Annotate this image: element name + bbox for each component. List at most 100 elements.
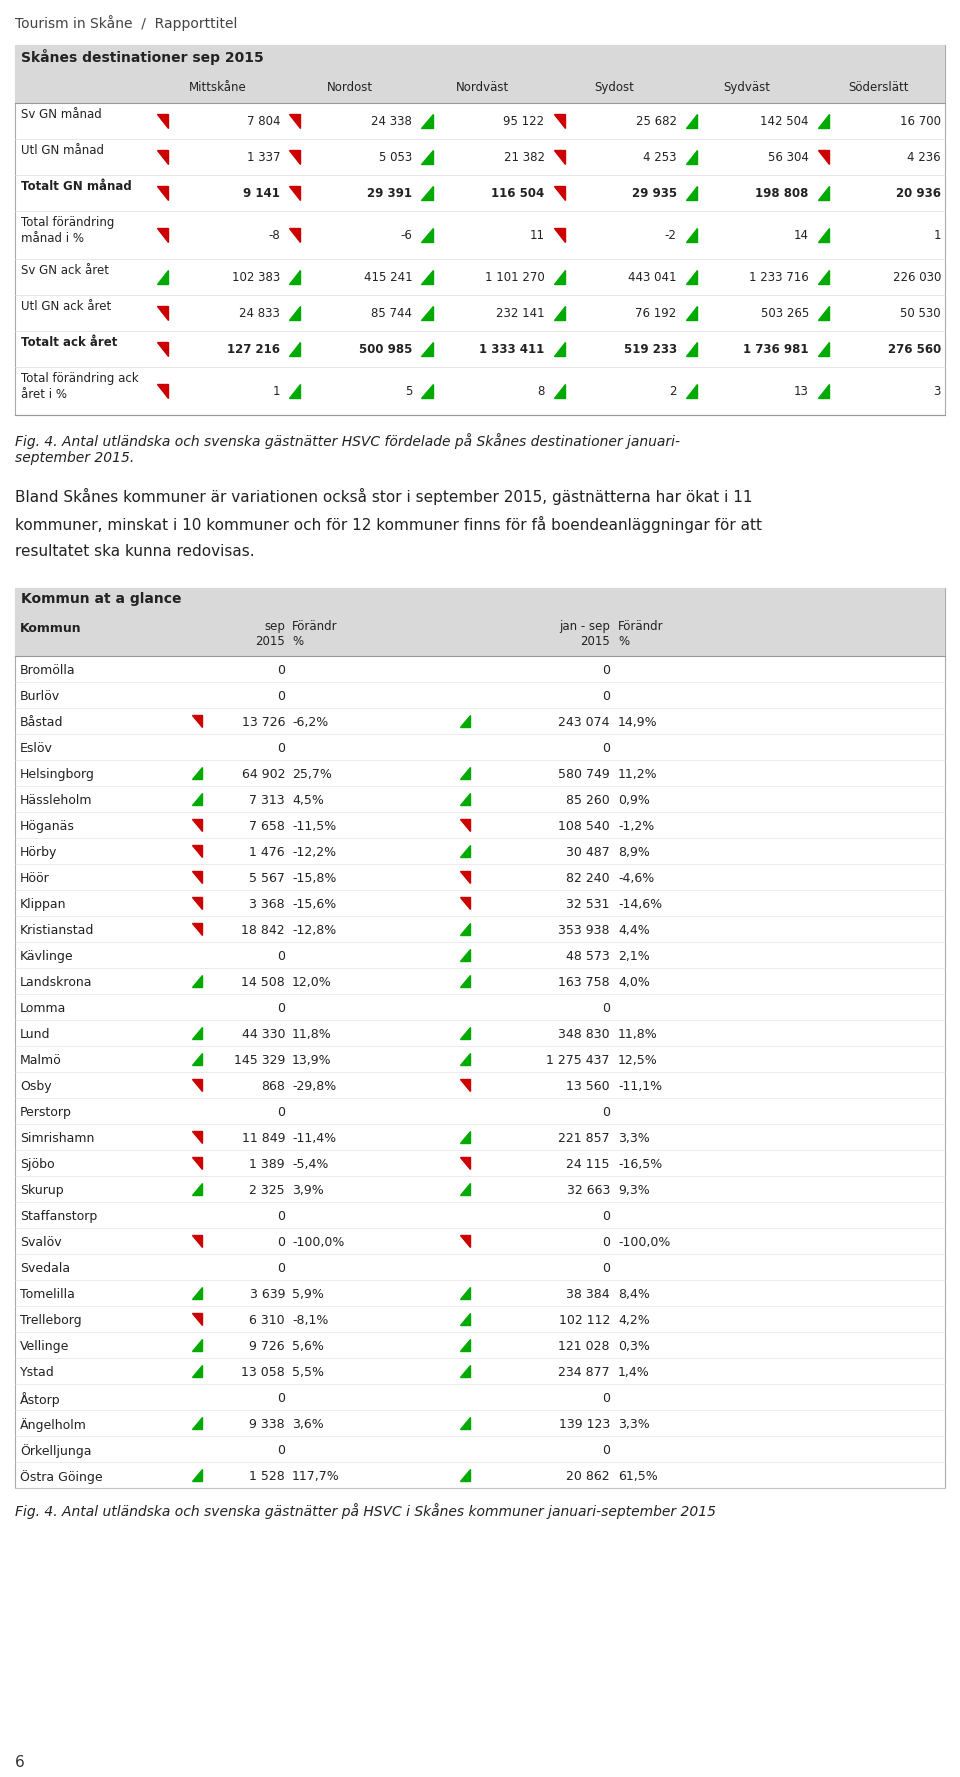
Text: 3: 3 <box>934 386 941 398</box>
Polygon shape <box>192 1338 202 1351</box>
Polygon shape <box>818 270 829 284</box>
Polygon shape <box>192 793 202 805</box>
Text: 82 240: 82 240 <box>566 873 610 885</box>
Polygon shape <box>289 187 300 201</box>
Text: 13 726: 13 726 <box>242 716 285 729</box>
Text: 11 849: 11 849 <box>242 1132 285 1144</box>
Text: 0: 0 <box>277 665 285 677</box>
Polygon shape <box>192 871 202 883</box>
Text: 142 504: 142 504 <box>760 116 809 128</box>
Text: 0: 0 <box>602 1105 610 1120</box>
Polygon shape <box>460 1130 469 1143</box>
Text: 18 842: 18 842 <box>241 924 285 936</box>
Text: Höör: Höör <box>20 873 50 885</box>
Polygon shape <box>554 149 564 163</box>
Text: 8: 8 <box>538 386 544 398</box>
Text: 7 658: 7 658 <box>250 819 285 833</box>
Polygon shape <box>460 949 469 961</box>
Text: -8,1%: -8,1% <box>292 1313 328 1327</box>
Text: 0: 0 <box>277 951 285 963</box>
Polygon shape <box>289 341 300 355</box>
Text: 1 389: 1 389 <box>250 1159 285 1171</box>
Text: 145 329: 145 329 <box>233 1054 285 1066</box>
Text: -11,4%: -11,4% <box>292 1132 336 1144</box>
Text: Kommun: Kommun <box>20 622 82 634</box>
Text: -16,5%: -16,5% <box>618 1159 662 1171</box>
Text: -12,2%: -12,2% <box>292 846 336 858</box>
Text: Kommun at a glance: Kommun at a glance <box>21 592 181 606</box>
Text: 24 115: 24 115 <box>566 1159 610 1171</box>
Text: 353 938: 353 938 <box>559 924 610 936</box>
Polygon shape <box>818 384 829 398</box>
Polygon shape <box>460 1027 469 1040</box>
Polygon shape <box>157 187 168 201</box>
Text: 1,4%: 1,4% <box>618 1367 650 1379</box>
Text: 1 528: 1 528 <box>250 1470 285 1484</box>
Text: Hässleholm: Hässleholm <box>20 794 92 807</box>
Text: 95 122: 95 122 <box>503 116 544 128</box>
Text: -11,5%: -11,5% <box>292 819 336 833</box>
Polygon shape <box>192 922 202 935</box>
Text: 4,4%: 4,4% <box>618 924 650 936</box>
Text: Nordost: Nordost <box>327 82 373 94</box>
Polygon shape <box>818 149 829 163</box>
Text: 1 233 716: 1 233 716 <box>749 272 809 284</box>
Text: 29 391: 29 391 <box>368 187 413 201</box>
Polygon shape <box>460 793 469 805</box>
Text: september 2015.: september 2015. <box>15 451 134 466</box>
Text: 0: 0 <box>277 689 285 704</box>
Polygon shape <box>460 1365 469 1377</box>
Polygon shape <box>192 897 202 910</box>
Text: Sjöbo: Sjöbo <box>20 1159 55 1171</box>
Text: 12,5%: 12,5% <box>618 1054 658 1066</box>
Text: 0: 0 <box>277 1105 285 1120</box>
Text: -2: -2 <box>664 229 677 242</box>
Text: 415 241: 415 241 <box>364 272 413 284</box>
Polygon shape <box>460 976 469 988</box>
Text: 1: 1 <box>273 386 280 398</box>
Text: Klippan: Klippan <box>20 897 66 912</box>
Polygon shape <box>554 227 564 242</box>
Text: Söderslätt: Söderslätt <box>849 82 909 94</box>
Text: 0: 0 <box>277 1391 285 1406</box>
Polygon shape <box>685 384 697 398</box>
Text: 0: 0 <box>602 1210 610 1223</box>
Text: Höganäs: Höganäs <box>20 819 75 833</box>
Text: 13,9%: 13,9% <box>292 1054 331 1066</box>
Polygon shape <box>157 306 168 320</box>
Text: 5,5%: 5,5% <box>292 1367 324 1379</box>
Text: Kävlinge: Kävlinge <box>20 951 74 963</box>
Text: 8,9%: 8,9% <box>618 846 650 858</box>
Text: 3,9%: 3,9% <box>292 1183 324 1198</box>
Text: 116 504: 116 504 <box>492 187 544 201</box>
Bar <box>15 617 945 656</box>
Polygon shape <box>554 187 564 201</box>
Polygon shape <box>421 114 433 128</box>
Text: -12,8%: -12,8% <box>292 924 336 936</box>
Polygon shape <box>157 384 168 398</box>
Polygon shape <box>421 227 433 242</box>
Text: 3,3%: 3,3% <box>618 1418 650 1430</box>
Text: 0: 0 <box>277 1445 285 1457</box>
Text: 20 862: 20 862 <box>566 1470 610 1484</box>
Bar <box>15 73 945 103</box>
Polygon shape <box>685 149 697 163</box>
Text: Skånes destinationer sep 2015: Skånes destinationer sep 2015 <box>21 50 264 66</box>
Polygon shape <box>157 114 168 128</box>
Polygon shape <box>460 844 469 857</box>
Text: 0: 0 <box>602 1237 610 1249</box>
Polygon shape <box>289 149 300 163</box>
Text: -11,1%: -11,1% <box>618 1080 662 1093</box>
Polygon shape <box>554 306 564 320</box>
Polygon shape <box>157 341 168 355</box>
Text: 9,3%: 9,3% <box>618 1183 650 1198</box>
Text: -100,0%: -100,0% <box>618 1237 670 1249</box>
Text: Ystad: Ystad <box>20 1367 55 1379</box>
Text: 7 804: 7 804 <box>247 116 280 128</box>
Text: Tourism in Skåne  /  Rapporttitel: Tourism in Skåne / Rapporttitel <box>15 14 237 30</box>
Polygon shape <box>192 766 202 780</box>
Polygon shape <box>192 1027 202 1040</box>
Text: 5: 5 <box>405 386 413 398</box>
Text: Skurup: Skurup <box>20 1183 63 1198</box>
Text: 0: 0 <box>602 665 610 677</box>
